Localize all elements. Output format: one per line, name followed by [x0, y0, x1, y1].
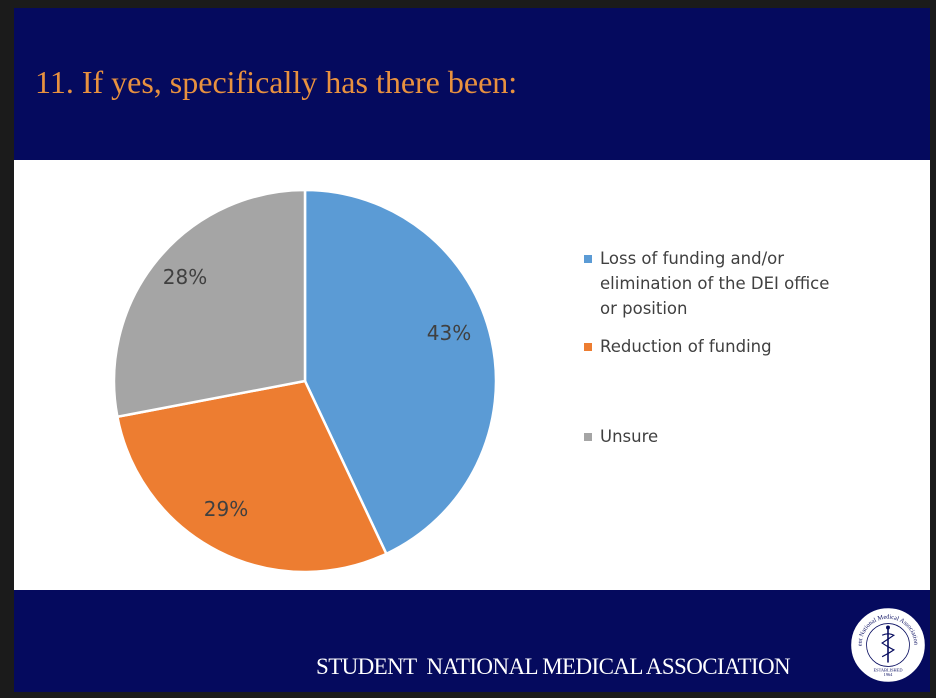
pie-chart: 43% 29% 28%: [112, 188, 498, 574]
chart-area: 43% 29% 28% Loss of funding and/or eliminat…: [14, 160, 930, 590]
legend-entry-2: Reduction of funding: [584, 334, 864, 359]
slice-label-1: 43%: [427, 321, 471, 345]
caduceus-seal-icon: Student National Medical Association, In…: [849, 606, 927, 684]
pie-slice-2: [116, 379, 388, 574]
legend-label-1-line-3: or position: [600, 299, 688, 318]
pie-slice-3: [112, 188, 307, 419]
slide: 11. If yes, specifically has there been:…: [14, 8, 930, 692]
organization-name: STUDENT NATIONAL MEDICAL ASSOCIATION: [316, 654, 791, 679]
legend-entry-3: Unsure: [584, 424, 864, 449]
pie-slice-1: [303, 188, 498, 556]
seal-established-text: ESTABLISHED: [873, 667, 902, 672]
legend-swatch-1: [584, 255, 592, 263]
legend-entry-1: Loss of funding and/or elimination of the…: [584, 246, 864, 321]
legend-label-1-line-1: Loss of funding and/or: [600, 249, 785, 268]
legend-swatch-3: [584, 433, 592, 441]
legend-swatch-2: [584, 343, 592, 351]
slice-label-2: 29%: [204, 497, 248, 521]
legend-label-2-line-1: Reduction of funding: [600, 337, 772, 356]
slice-label-3: 28%: [163, 265, 207, 289]
slide-title: 11. If yes, specifically has there been:: [35, 64, 518, 100]
seal-year-text: 1964: [884, 672, 894, 677]
legend-label-1-line-2: elimination of the DEI office: [600, 274, 830, 293]
legend-label-3-line-1: Unsure: [600, 427, 659, 446]
